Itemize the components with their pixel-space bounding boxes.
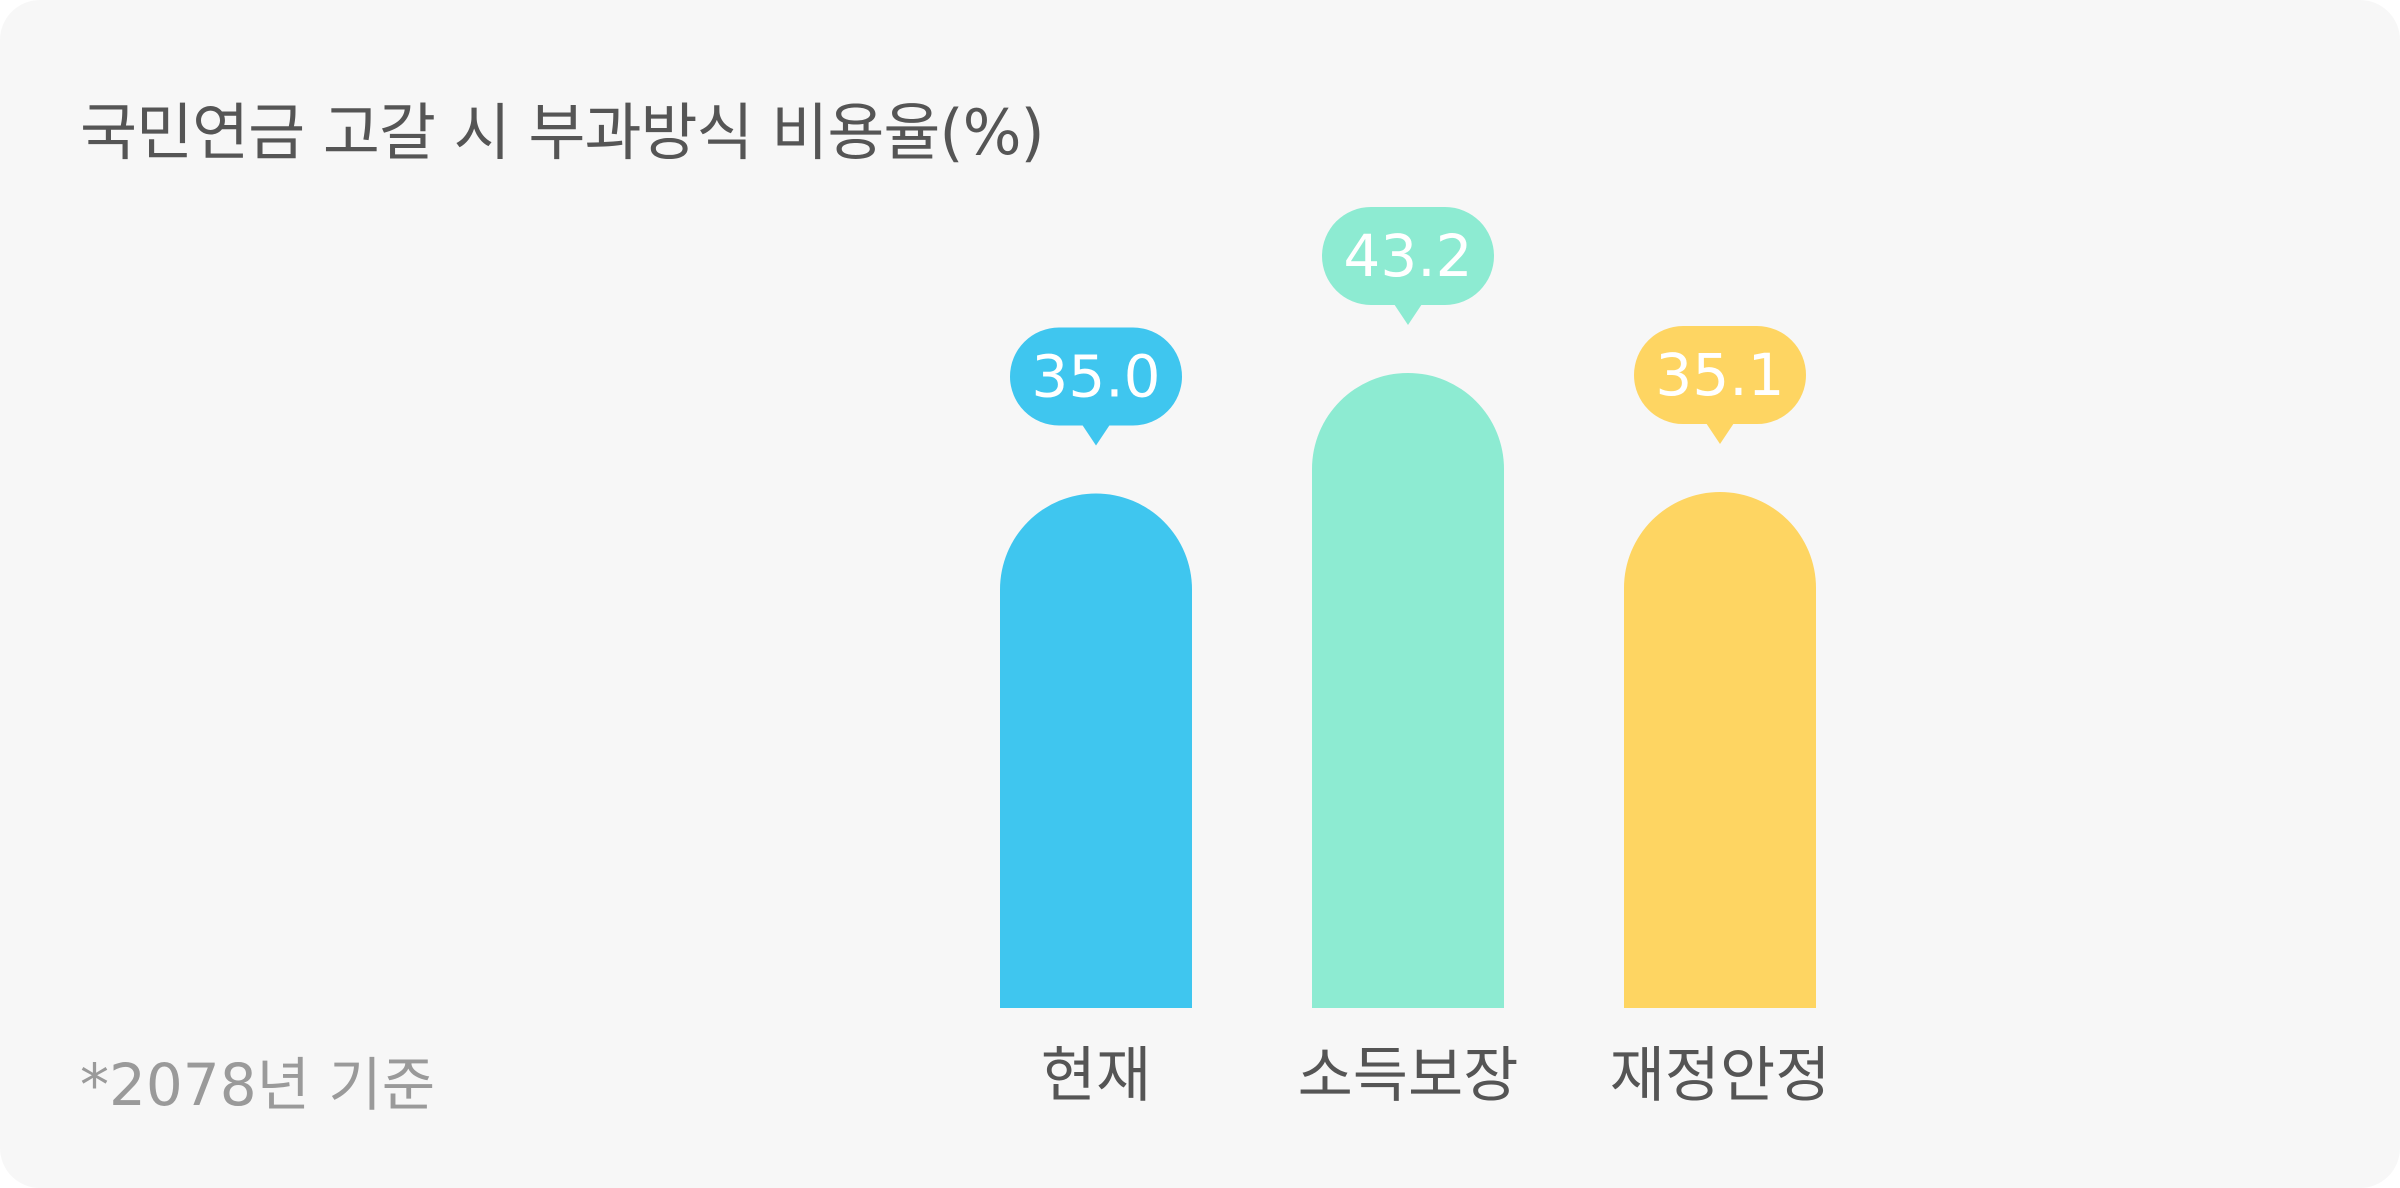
value-bubble-3: 35.1 (1634, 326, 1806, 445)
value-label: 35.1 (1655, 341, 1784, 409)
value-label: 35.0 (1031, 343, 1160, 411)
bar-1 (1000, 493, 1192, 1008)
value-bubble-pointer (1394, 303, 1422, 325)
value-bubble-2: 43.2 (1322, 206, 1494, 325)
chart-title: 국민연금 고갈 시 부과방식 비용율(%) (80, 96, 1045, 169)
category-label: 소득보장 (1298, 1041, 1519, 1111)
value-bubble-pill (1322, 206, 1494, 305)
value-bubble-1: 35.0 (1010, 327, 1182, 446)
value-bubble-pointer (1082, 424, 1110, 446)
footnote: *2078년 기준 (80, 1051, 436, 1119)
category-label: 재정안정 (1610, 1041, 1831, 1111)
bar-2 (1312, 372, 1504, 1008)
value-bubble-pointer (1706, 423, 1734, 445)
bar-3 (1624, 492, 1816, 1008)
value-bubble-pill (1634, 326, 1806, 425)
value-bubble-pill (1010, 327, 1182, 426)
category-label: 현재 (1041, 1041, 1151, 1111)
value-label: 43.2 (1343, 222, 1472, 290)
